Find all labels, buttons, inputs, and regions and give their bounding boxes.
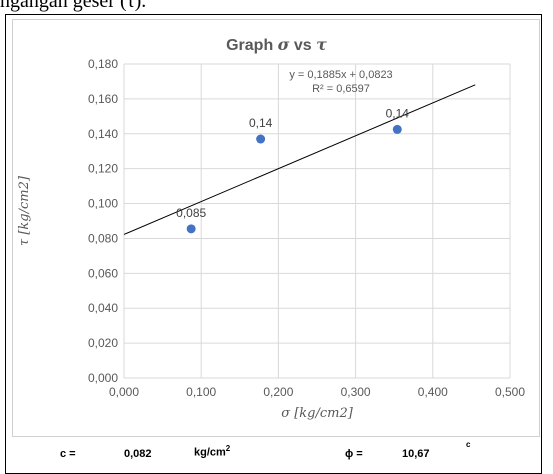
chart-frame bbox=[12, 19, 540, 437]
y-tick-label: 0,160 bbox=[88, 92, 118, 106]
y-tick-label: 0,020 bbox=[88, 336, 118, 350]
x-tick-label: 0,400 bbox=[418, 385, 448, 399]
chart-title: Graph σ vs τ bbox=[0, 35, 553, 55]
y-tick-label: 0,140 bbox=[88, 127, 118, 141]
footer-c-unit: kg/cm2 bbox=[194, 444, 230, 459]
data-label-2: 0,14 bbox=[249, 116, 273, 130]
chart-title-sigma: σ bbox=[277, 35, 290, 54]
y-tick-label: 0,100 bbox=[88, 197, 118, 211]
trendline-equation: y = 0,1885x + 0,0823 bbox=[289, 69, 392, 81]
y-tick-label: 0,080 bbox=[88, 231, 118, 245]
x-tick-label: 0,300 bbox=[341, 385, 371, 399]
trendline-r-squared: R² = 0,6597 bbox=[312, 83, 370, 95]
data-label-1: 0,085 bbox=[176, 206, 206, 220]
data-point-3 bbox=[392, 124, 402, 134]
footer-c-unit-text: kg/cm bbox=[194, 446, 226, 459]
scatter-plot: 0,0000,0200,0400,0600,0800,1000,1200,140… bbox=[17, 57, 525, 421]
footer-phi-unit: c bbox=[466, 440, 471, 449]
footer-c-value: 0,082 bbox=[124, 448, 152, 460]
x-axis-title: σ [kg/cm2] bbox=[281, 406, 354, 421]
data-point-2 bbox=[256, 134, 266, 144]
y-tick-label: 0,000 bbox=[88, 371, 118, 385]
footer-c-label: c = bbox=[60, 448, 76, 460]
y-tick-label: 0,120 bbox=[88, 162, 118, 176]
chart-title-tau: τ bbox=[316, 35, 327, 54]
caption-top: ngangan geser (τ). bbox=[0, 0, 147, 12]
data-point-1 bbox=[186, 224, 196, 234]
y-axis-title: τ [kg/cm2] bbox=[17, 175, 32, 246]
x-tick-label: 0,500 bbox=[495, 385, 525, 399]
y-tick-label: 0,040 bbox=[88, 301, 118, 315]
x-tick-label: 0,100 bbox=[186, 385, 216, 399]
x-tick-label: 0,000 bbox=[109, 385, 139, 399]
x-tick-label: 0,200 bbox=[263, 385, 293, 399]
footer-c-unit-exp: 2 bbox=[225, 444, 231, 453]
data-label-3: 0,14 bbox=[386, 106, 410, 120]
trendline bbox=[123, 84, 476, 235]
y-tick-label: 0,060 bbox=[88, 266, 118, 280]
chart-title-prefix: Graph bbox=[226, 37, 278, 54]
y-tick-label: 0,180 bbox=[88, 57, 118, 71]
chart-title-mid: vs bbox=[289, 37, 317, 54]
footer-phi-value: 10,67 bbox=[402, 448, 430, 460]
footer-phi-label: ϕ = bbox=[345, 448, 363, 460]
